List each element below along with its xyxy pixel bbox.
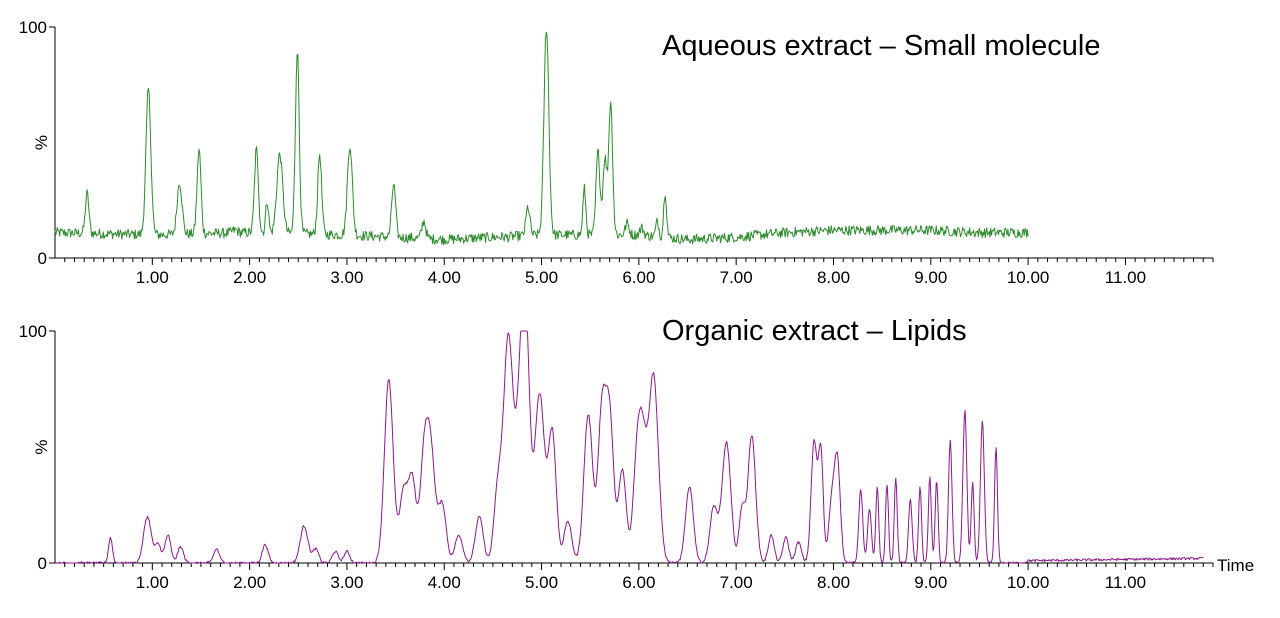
aqueous-x-tick-label: 7.00 <box>720 268 753 287</box>
organic-x-tick-label: 3.00 <box>330 573 363 592</box>
organic-chromatogram-panel: 0 100% 1.00 2.00 3.00 4.00 5.00 6.00 7.00 8.00 9.0… <box>19 315 1255 592</box>
aqueous-y-tick-label: 0 <box>38 249 47 268</box>
organic-x-tick-label: 8.00 <box>817 573 850 592</box>
aqueous-y-tick-label: 100 <box>19 18 47 37</box>
aqueous-x-tick-label: 8.00 <box>817 268 850 287</box>
organic-x-tick-label: 2.00 <box>233 573 266 592</box>
aqueous-x-tick-label: 2.00 <box>233 268 266 287</box>
aqueous-x-tick-label: 1.00 <box>136 268 169 287</box>
aqueous-x-tick-label: 5.00 <box>525 268 558 287</box>
organic-x-tick-label: 1.00 <box>136 573 169 592</box>
aqueous-x-tick-label: 9.00 <box>914 268 947 287</box>
organic-x-tick-label: 4.00 <box>428 573 461 592</box>
organic-y-axis-label: % <box>32 439 51 454</box>
organic-x-axis-label: Time <box>1217 556 1254 575</box>
aqueous-chart-title: Aqueous extract – Small molecule <box>662 30 1100 62</box>
aqueous-x-tick-label: 10.00 <box>1007 268 1050 287</box>
organic-chromatogram-trace <box>54 330 1204 564</box>
aqueous-x-tick-label: 11.00 <box>1105 268 1146 287</box>
aqueous-chromatogram-panel: 0 100% 1.00 2.00 3.00 4.00 5.00 6.00 7.00 8.00 9.0… <box>19 18 1214 287</box>
organic-x-tick-label: 9.00 <box>914 573 947 592</box>
aqueous-x-tick-label: 3.00 <box>330 268 363 287</box>
organic-x-tick-label: 7.00 <box>720 573 753 592</box>
organic-x-tick-label: 11.00 <box>1105 573 1146 592</box>
aqueous-x-tick-label: 4.00 <box>428 268 461 287</box>
organic-x-tick-label: 6.00 <box>622 573 655 592</box>
organic-x-tick-label: 10.00 <box>1007 573 1050 592</box>
organic-chart-title: Organic extract – Lipids <box>662 315 967 347</box>
organic-y-tick-label: 100 <box>19 322 47 341</box>
aqueous-x-tick-label: 6.00 <box>622 268 655 287</box>
organic-y-tick-label: 0 <box>38 554 47 573</box>
aqueous-y-axis-label: % <box>32 135 51 150</box>
aqueous-chromatogram-trace <box>54 31 1029 245</box>
organic-x-tick-label: 5.00 <box>525 573 558 592</box>
